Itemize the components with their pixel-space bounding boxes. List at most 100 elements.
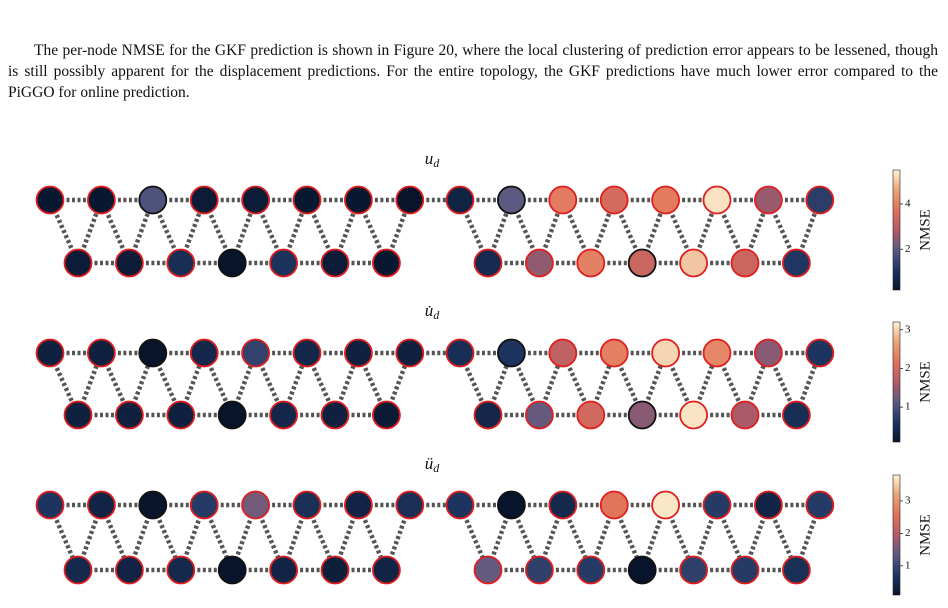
node [395, 185, 425, 215]
title-main: u̇ [425, 301, 434, 320]
colorbar [892, 169, 901, 291]
node [754, 185, 783, 215]
node [730, 555, 760, 585]
node [496, 185, 526, 215]
node [627, 248, 657, 278]
colorbar-tick-label: 2 [905, 243, 911, 255]
node [35, 185, 65, 215]
node [189, 490, 219, 520]
title-main: u [425, 149, 434, 168]
node [702, 185, 732, 215]
node [217, 248, 247, 278]
node [269, 248, 299, 278]
node [599, 490, 629, 520]
node [189, 338, 219, 368]
node [343, 338, 373, 368]
edges [47, 502, 822, 573]
node [651, 490, 680, 520]
colorbar-label: NMSE [917, 209, 933, 251]
node [754, 490, 783, 520]
node [782, 400, 811, 430]
node [241, 338, 271, 368]
node [805, 490, 835, 520]
node [730, 400, 760, 430]
node [782, 248, 811, 278]
node [217, 400, 247, 430]
node [395, 338, 425, 368]
node [445, 338, 475, 368]
title-sub: d [433, 156, 440, 170]
colorbar-tick-label: 3 [905, 323, 911, 335]
title-sub: d [433, 308, 440, 322]
node [269, 400, 299, 430]
node [548, 338, 578, 368]
node [138, 185, 168, 215]
node [782, 555, 811, 585]
node [548, 185, 578, 215]
colorbar-tick-label: 2 [905, 527, 911, 539]
node [445, 185, 475, 215]
colorbar-label: NMSE [917, 361, 933, 403]
node [627, 555, 657, 585]
node [576, 400, 606, 430]
node [189, 185, 219, 215]
node [599, 185, 629, 215]
colorbar-tick-label: 1 [905, 559, 911, 571]
node [292, 338, 322, 368]
node [138, 338, 168, 368]
node [87, 185, 116, 215]
node [576, 555, 606, 585]
node [525, 400, 554, 430]
node [525, 248, 554, 278]
node [217, 555, 247, 585]
node [241, 490, 271, 520]
node [166, 400, 196, 430]
node [320, 555, 350, 585]
panel-title: u̇d [425, 301, 441, 322]
node [702, 490, 732, 520]
node [292, 185, 322, 215]
node [805, 185, 835, 215]
node [679, 248, 708, 278]
node [805, 338, 835, 368]
node [599, 338, 629, 368]
node [114, 555, 144, 585]
node [445, 490, 475, 520]
node [166, 248, 196, 278]
node [754, 338, 783, 368]
colorbar [892, 321, 901, 443]
node [138, 490, 168, 520]
title-main: ü [425, 454, 434, 473]
node [496, 338, 526, 368]
node [114, 248, 144, 278]
node [166, 555, 196, 585]
node [651, 338, 680, 368]
panel-title: ud [425, 149, 441, 170]
node [63, 400, 93, 430]
node [679, 555, 708, 585]
paragraph: The per-node NMSE for the GKF prediction… [8, 42, 938, 101]
node [627, 400, 657, 430]
node [35, 490, 65, 520]
node [371, 400, 401, 430]
title-sub: d [433, 461, 440, 475]
colorbar-tick-label: 2 [905, 362, 911, 374]
node [679, 400, 708, 430]
node [269, 555, 299, 585]
node [320, 400, 350, 430]
node [320, 248, 350, 278]
node [87, 490, 116, 520]
node [343, 490, 373, 520]
node [114, 400, 144, 430]
node [473, 400, 503, 430]
colorbar [892, 474, 901, 596]
node [702, 338, 732, 368]
node [63, 555, 93, 585]
node [87, 338, 116, 368]
node [63, 248, 93, 278]
node [241, 185, 271, 215]
node [371, 555, 401, 585]
node [395, 490, 425, 520]
